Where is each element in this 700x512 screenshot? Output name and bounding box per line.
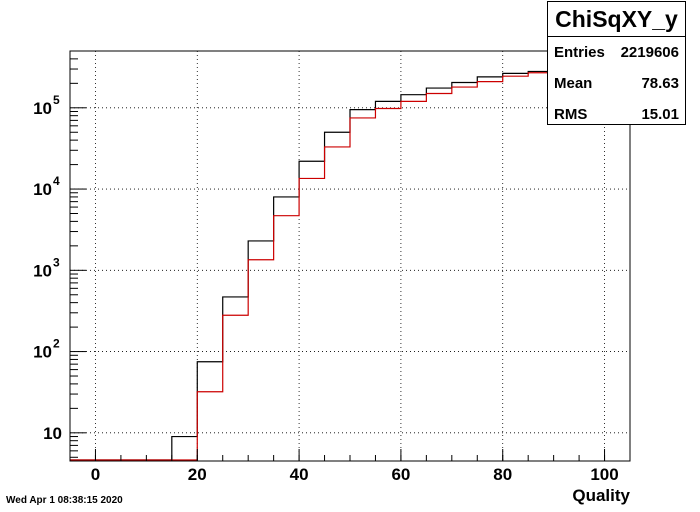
timestamp: Wed Apr 1 08:38:15 2020: [6, 495, 123, 506]
stats-title: ChiSqXY_y: [548, 2, 685, 37]
stats-value-entries: 2219606: [620, 44, 679, 61]
stats-label-entries: Entries: [554, 44, 605, 61]
stats-row-entries: Entries 2219606: [548, 37, 685, 68]
x-tick-label: 0: [91, 465, 100, 484]
stats-row-rms: RMS 15.01: [548, 99, 685, 130]
y-tick-exponent: 3: [53, 255, 60, 269]
x-tick-label: 100: [590, 465, 618, 484]
y-tick-label: 10: [33, 261, 52, 280]
y-tick-label: 10: [43, 424, 62, 443]
x-axis-title: Quality: [572, 486, 630, 505]
x-tick-label: 20: [188, 465, 207, 484]
stats-label-mean: Mean: [554, 75, 593, 92]
y-tick-exponent: 5: [53, 93, 60, 107]
stats-value-mean: 78.63: [641, 75, 679, 92]
y-tick-label: 10: [33, 343, 52, 362]
y-tick-label: 10: [33, 180, 52, 199]
y-tick-label: 10: [33, 99, 52, 118]
histogram-series-1: [70, 72, 630, 461]
axis-ticks: [69, 50, 631, 461]
series-layer: [70, 70, 630, 461]
stats-row-mean: Mean 78.63: [548, 68, 685, 99]
stats-box: ChiSqXY_y Entries 2219606 Mean 78.63 RMS…: [547, 1, 686, 125]
x-tick-label: 80: [493, 465, 512, 484]
stats-value-rms: 15.01: [641, 106, 679, 123]
x-tick-label: 40: [290, 465, 309, 484]
x-tick-label: 60: [391, 465, 410, 484]
grid-lines: [70, 51, 630, 461]
y-tick-exponent: 2: [53, 337, 60, 351]
stats-label-rms: RMS: [554, 106, 588, 123]
y-tick-exponent: 4: [53, 174, 60, 188]
